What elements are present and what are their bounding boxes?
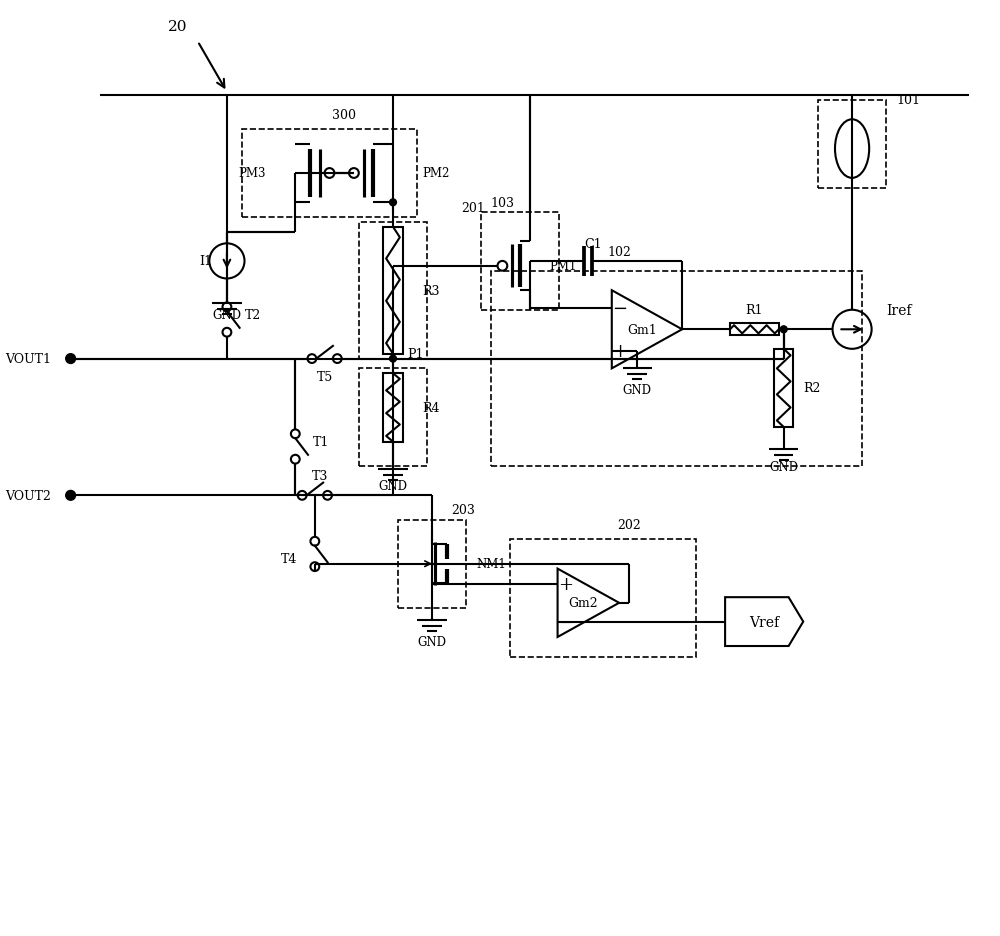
- Text: I1: I1: [199, 256, 212, 268]
- Text: 20: 20: [168, 21, 188, 35]
- Text: R3: R3: [422, 285, 440, 298]
- Bar: [383, 227, 403, 355]
- Bar: [242, 130, 417, 218]
- Text: Vref: Vref: [749, 615, 779, 629]
- Bar: [774, 349, 793, 428]
- Text: VOUT2: VOUT2: [5, 490, 51, 503]
- Bar: [398, 520, 466, 608]
- Text: +: +: [558, 576, 573, 593]
- Bar: [481, 212, 559, 311]
- Text: GND: GND: [623, 384, 652, 397]
- Text: R2: R2: [803, 382, 821, 395]
- Text: T4: T4: [281, 553, 297, 565]
- Circle shape: [66, 355, 76, 364]
- Text: Gm1: Gm1: [627, 324, 657, 336]
- Text: 203: 203: [452, 504, 475, 517]
- Text: GND: GND: [212, 309, 241, 322]
- Text: GND: GND: [769, 460, 798, 473]
- Text: −: −: [612, 300, 627, 317]
- Text: C1: C1: [584, 238, 602, 251]
- Text: 202: 202: [618, 519, 641, 532]
- Circle shape: [780, 327, 787, 333]
- Text: 103: 103: [491, 197, 515, 210]
- Text: T3: T3: [312, 470, 328, 483]
- Bar: [383, 373, 403, 442]
- Text: T1: T1: [313, 435, 329, 448]
- Circle shape: [66, 490, 76, 501]
- Text: 102: 102: [608, 245, 632, 258]
- Text: T2: T2: [245, 309, 261, 322]
- Bar: [730, 324, 779, 336]
- Bar: [510, 540, 696, 657]
- Text: Gm2: Gm2: [569, 596, 598, 609]
- Circle shape: [390, 199, 396, 207]
- Text: VOUT1: VOUT1: [5, 353, 51, 366]
- Bar: [818, 100, 886, 188]
- Text: +: +: [612, 343, 627, 360]
- Bar: [359, 223, 427, 359]
- Text: R4: R4: [422, 402, 440, 415]
- Circle shape: [390, 356, 396, 362]
- Text: R1: R1: [746, 304, 763, 317]
- Text: 300: 300: [332, 109, 356, 122]
- Text: NM1: NM1: [476, 558, 506, 571]
- Text: GND: GND: [418, 636, 447, 649]
- Text: T5: T5: [316, 371, 333, 383]
- Text: P1: P1: [408, 348, 424, 360]
- Text: Iref: Iref: [886, 303, 912, 317]
- Text: PM1: PM1: [549, 260, 577, 273]
- Bar: [491, 271, 862, 466]
- Text: 201: 201: [461, 201, 485, 214]
- Text: PM2: PM2: [422, 168, 450, 181]
- Text: 101: 101: [896, 95, 920, 107]
- Bar: [359, 369, 427, 466]
- Text: PM3: PM3: [238, 168, 266, 181]
- Text: GND: GND: [378, 479, 407, 492]
- Text: −: −: [558, 613, 573, 631]
